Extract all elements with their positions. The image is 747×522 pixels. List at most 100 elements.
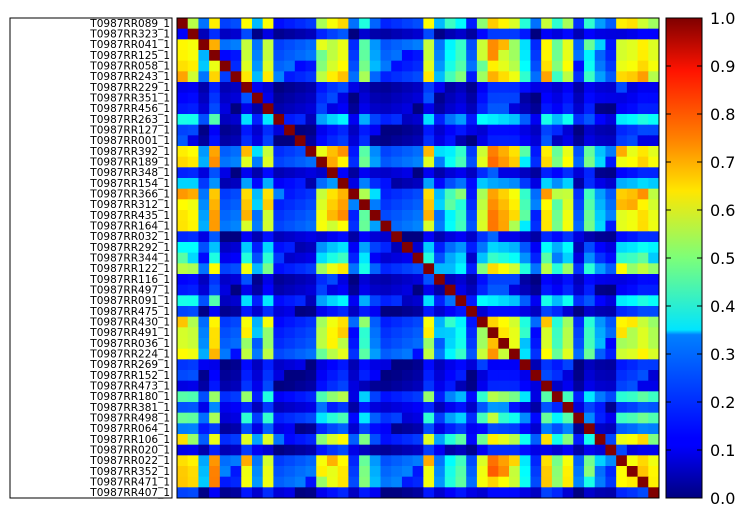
heatmap-cell bbox=[220, 29, 231, 40]
heatmap-cell bbox=[477, 93, 488, 104]
heatmap-cell bbox=[434, 221, 445, 232]
heatmap-cell bbox=[509, 18, 520, 29]
heatmap-cell bbox=[498, 263, 509, 274]
heatmap-cell bbox=[241, 317, 252, 328]
heatmap-cell bbox=[295, 61, 306, 72]
heatmap-cell bbox=[263, 242, 274, 253]
heatmap-cell bbox=[402, 253, 413, 264]
heatmap-cell bbox=[327, 50, 338, 61]
heatmap-cell bbox=[466, 50, 477, 61]
heatmap-cell bbox=[177, 242, 188, 253]
heatmap-cell bbox=[509, 50, 520, 61]
heatmap-cell bbox=[520, 391, 531, 402]
heatmap-cell bbox=[541, 487, 552, 498]
heatmap-cell bbox=[509, 423, 520, 434]
heatmap-cell bbox=[455, 82, 466, 93]
heatmap-cell bbox=[627, 445, 638, 456]
heatmap-cell bbox=[638, 285, 649, 296]
heatmap-cell bbox=[605, 285, 616, 296]
heatmap-cell bbox=[306, 434, 317, 445]
heatmap-cell bbox=[616, 413, 627, 424]
heatmap-cell bbox=[188, 263, 199, 274]
heatmap-cell bbox=[327, 221, 338, 232]
heatmap-cell bbox=[552, 157, 563, 168]
heatmap-cell bbox=[466, 135, 477, 146]
heatmap-cell bbox=[252, 434, 263, 445]
heatmap-cell bbox=[209, 189, 220, 200]
heatmap-cell bbox=[327, 434, 338, 445]
heatmap-cell bbox=[573, 50, 584, 61]
heatmap-cell bbox=[520, 317, 531, 328]
heatmap-cell bbox=[177, 413, 188, 424]
heatmap-cell bbox=[198, 413, 209, 424]
heatmap-cell bbox=[402, 423, 413, 434]
heatmap-cell bbox=[359, 370, 370, 381]
heatmap-cell bbox=[563, 455, 574, 466]
heatmap-cell bbox=[488, 18, 499, 29]
heatmap-cell bbox=[177, 381, 188, 392]
heatmap-cell bbox=[445, 93, 456, 104]
heatmap-cell bbox=[198, 381, 209, 392]
heatmap-cell bbox=[402, 349, 413, 360]
heatmap-cell bbox=[541, 338, 552, 349]
heatmap-cell bbox=[284, 381, 295, 392]
heatmap-cell bbox=[605, 242, 616, 253]
heatmap-cell bbox=[263, 199, 274, 210]
heatmap-cell bbox=[445, 285, 456, 296]
heatmap-cell bbox=[509, 178, 520, 189]
heatmap-cell bbox=[177, 338, 188, 349]
heatmap-cell bbox=[638, 295, 649, 306]
heatmap-cell bbox=[188, 71, 199, 82]
heatmap-cell bbox=[627, 189, 638, 200]
heatmap-cell bbox=[316, 285, 327, 296]
heatmap-cell bbox=[520, 114, 531, 125]
heatmap-cell bbox=[306, 487, 317, 498]
heatmap-cell bbox=[563, 189, 574, 200]
heatmap-cell bbox=[209, 413, 220, 424]
heatmap-cell bbox=[391, 402, 402, 413]
heatmap-cell bbox=[348, 50, 359, 61]
heatmap-cell bbox=[231, 210, 242, 221]
heatmap-cell bbox=[509, 455, 520, 466]
heatmap-cell bbox=[209, 253, 220, 264]
heatmap-cell bbox=[263, 306, 274, 317]
heatmap-cell bbox=[616, 327, 627, 338]
heatmap-cell bbox=[306, 50, 317, 61]
heatmap-cell bbox=[413, 210, 424, 221]
heatmap-cell bbox=[520, 210, 531, 221]
heatmap-cell bbox=[284, 349, 295, 360]
heatmap-cell bbox=[466, 274, 477, 285]
heatmap-cell bbox=[530, 466, 541, 477]
heatmap-cell bbox=[306, 253, 317, 264]
heatmap-cell bbox=[595, 477, 606, 488]
heatmap-cell bbox=[423, 167, 434, 178]
heatmap-cell bbox=[563, 274, 574, 285]
heatmap-cell bbox=[530, 189, 541, 200]
heatmap-cell bbox=[295, 445, 306, 456]
heatmap-cell bbox=[563, 157, 574, 168]
heatmap-cell bbox=[584, 434, 595, 445]
heatmap-cell bbox=[605, 413, 616, 424]
heatmap-cell bbox=[423, 274, 434, 285]
heatmap-cell bbox=[370, 381, 381, 392]
heatmap-cell bbox=[231, 125, 242, 136]
heatmap-cell bbox=[198, 114, 209, 125]
heatmap-cell bbox=[423, 221, 434, 232]
heatmap-cell bbox=[455, 253, 466, 264]
heatmap-cell bbox=[220, 487, 231, 498]
heatmap-cell bbox=[616, 199, 627, 210]
heatmap-cell bbox=[295, 295, 306, 306]
heatmap-cell bbox=[316, 242, 327, 253]
heatmap-cell bbox=[402, 29, 413, 40]
heatmap-cell bbox=[498, 349, 509, 360]
heatmap-cell bbox=[348, 349, 359, 360]
heatmap-cell bbox=[477, 167, 488, 178]
heatmap-cell bbox=[316, 210, 327, 221]
heatmap-cell bbox=[627, 349, 638, 360]
heatmap-cell bbox=[402, 231, 413, 242]
heatmap-cell bbox=[584, 61, 595, 72]
heatmap-cell bbox=[402, 103, 413, 114]
heatmap-cell bbox=[177, 359, 188, 370]
heatmap-cell bbox=[563, 114, 574, 125]
heatmap-cell bbox=[627, 381, 638, 392]
